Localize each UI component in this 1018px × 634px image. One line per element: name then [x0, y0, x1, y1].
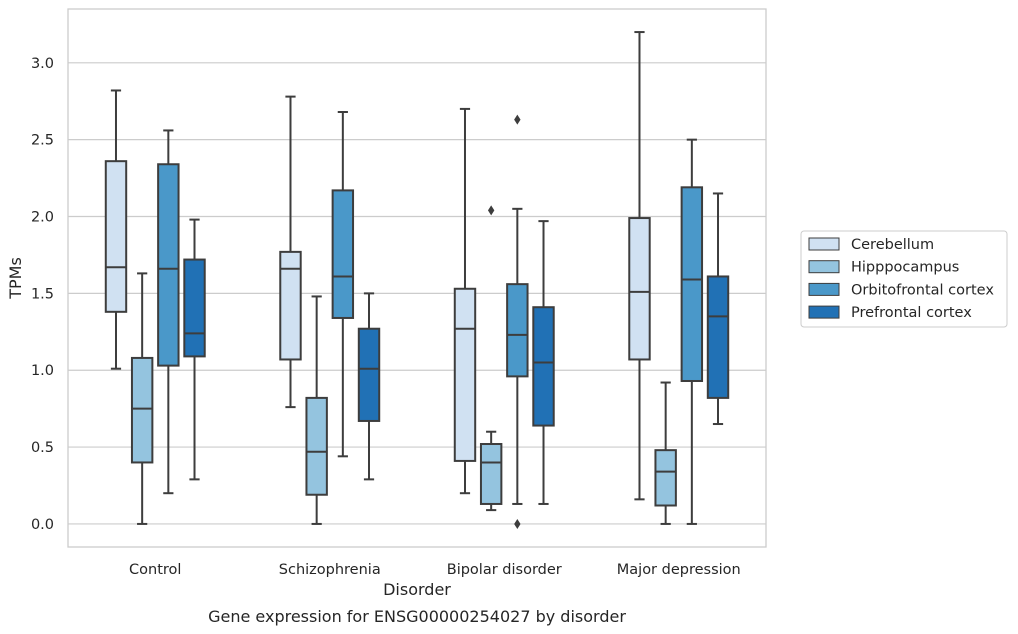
legend-swatch: [808, 260, 840, 274]
boxes: [104, 31, 730, 529]
box-body: [453, 287, 477, 462]
box-body: [331, 189, 355, 319]
y-tick-label: 0.5: [31, 440, 54, 456]
y-axis-title: TPMs: [6, 257, 25, 300]
box-cerebellum: [628, 31, 651, 501]
legend-swatch: [808, 305, 840, 319]
legend-swatch: [808, 282, 840, 296]
outlier-point: [514, 114, 521, 125]
box-hipppocampus: [305, 295, 328, 525]
y-tick-label: 1.5: [31, 286, 54, 302]
x-tick-label: Major depression: [617, 562, 741, 578]
box-prefrontal-cortex: [706, 192, 730, 426]
outlier-point: [514, 518, 521, 529]
plot-frame: [67, 8, 767, 548]
box-body: [479, 443, 503, 505]
box-body: [279, 250, 302, 361]
x-ticks: Control Schizophrenia Bipolar disorder Majo…: [129, 562, 741, 578]
x-tick-label: Bipolar disorder: [447, 562, 562, 578]
chart-caption: Gene expression for ENSG00000254027 by d…: [208, 607, 626, 626]
legend-frame: [800, 230, 1008, 328]
box-orbitofrontal-cortex: [157, 129, 180, 495]
y-ticks: 0.0 0.5 1.0 1.5 2.0 2.5 3.0: [31, 56, 54, 533]
outlier-point: [487, 205, 495, 216]
box-cerebellum: [279, 95, 302, 409]
box-prefrontal-cortex: [357, 292, 381, 481]
box-body: [130, 356, 154, 464]
box-body: [532, 306, 555, 427]
box-prefrontal-cortex: [532, 220, 555, 505]
y-tick-label: 1.0: [31, 363, 54, 379]
y-tick-label: 0.0: [31, 517, 54, 533]
box-body: [506, 283, 529, 378]
box-body: [654, 449, 677, 507]
box-body: [104, 160, 128, 313]
box-orbitofrontal-cortex: [680, 138, 704, 525]
legend-label: Prefrontal cortex: [851, 305, 972, 321]
box-body: [157, 163, 180, 367]
box-orbitofrontal-cortex: [331, 110, 355, 458]
legend-swatch: [808, 237, 840, 251]
x-tick-label: Schizophrenia: [279, 562, 381, 578]
box-body: [357, 327, 381, 422]
y-tick-label: 2.5: [31, 133, 54, 149]
box-cerebellum: [104, 89, 128, 370]
y-tick-label: 3.0: [31, 56, 54, 72]
legend: Cerebellum Hipppocampus Orbitofrontal cort…: [800, 230, 1008, 328]
box-cerebellum: [453, 107, 477, 495]
legend-label: Orbitofrontal cortex: [851, 282, 994, 298]
legend-label: Hipppocampus: [851, 260, 959, 276]
box-hipppocampus: [130, 272, 154, 525]
x-tick-label: Control: [129, 562, 181, 578]
box-body: [183, 258, 206, 358]
box-orbitofrontal-cortex: [506, 114, 529, 529]
box-body: [305, 396, 328, 496]
y-tick-label: 2.0: [31, 210, 54, 226]
x-axis-title: Disorder: [383, 580, 451, 599]
box-hipppocampus: [654, 381, 677, 525]
box-body: [706, 275, 730, 399]
box-prefrontal-cortex: [183, 218, 206, 481]
legend-label: Cerebellum: [851, 237, 934, 253]
box-body: [628, 217, 651, 361]
box-body: [680, 186, 704, 382]
box-hipppocampus: [479, 205, 503, 512]
